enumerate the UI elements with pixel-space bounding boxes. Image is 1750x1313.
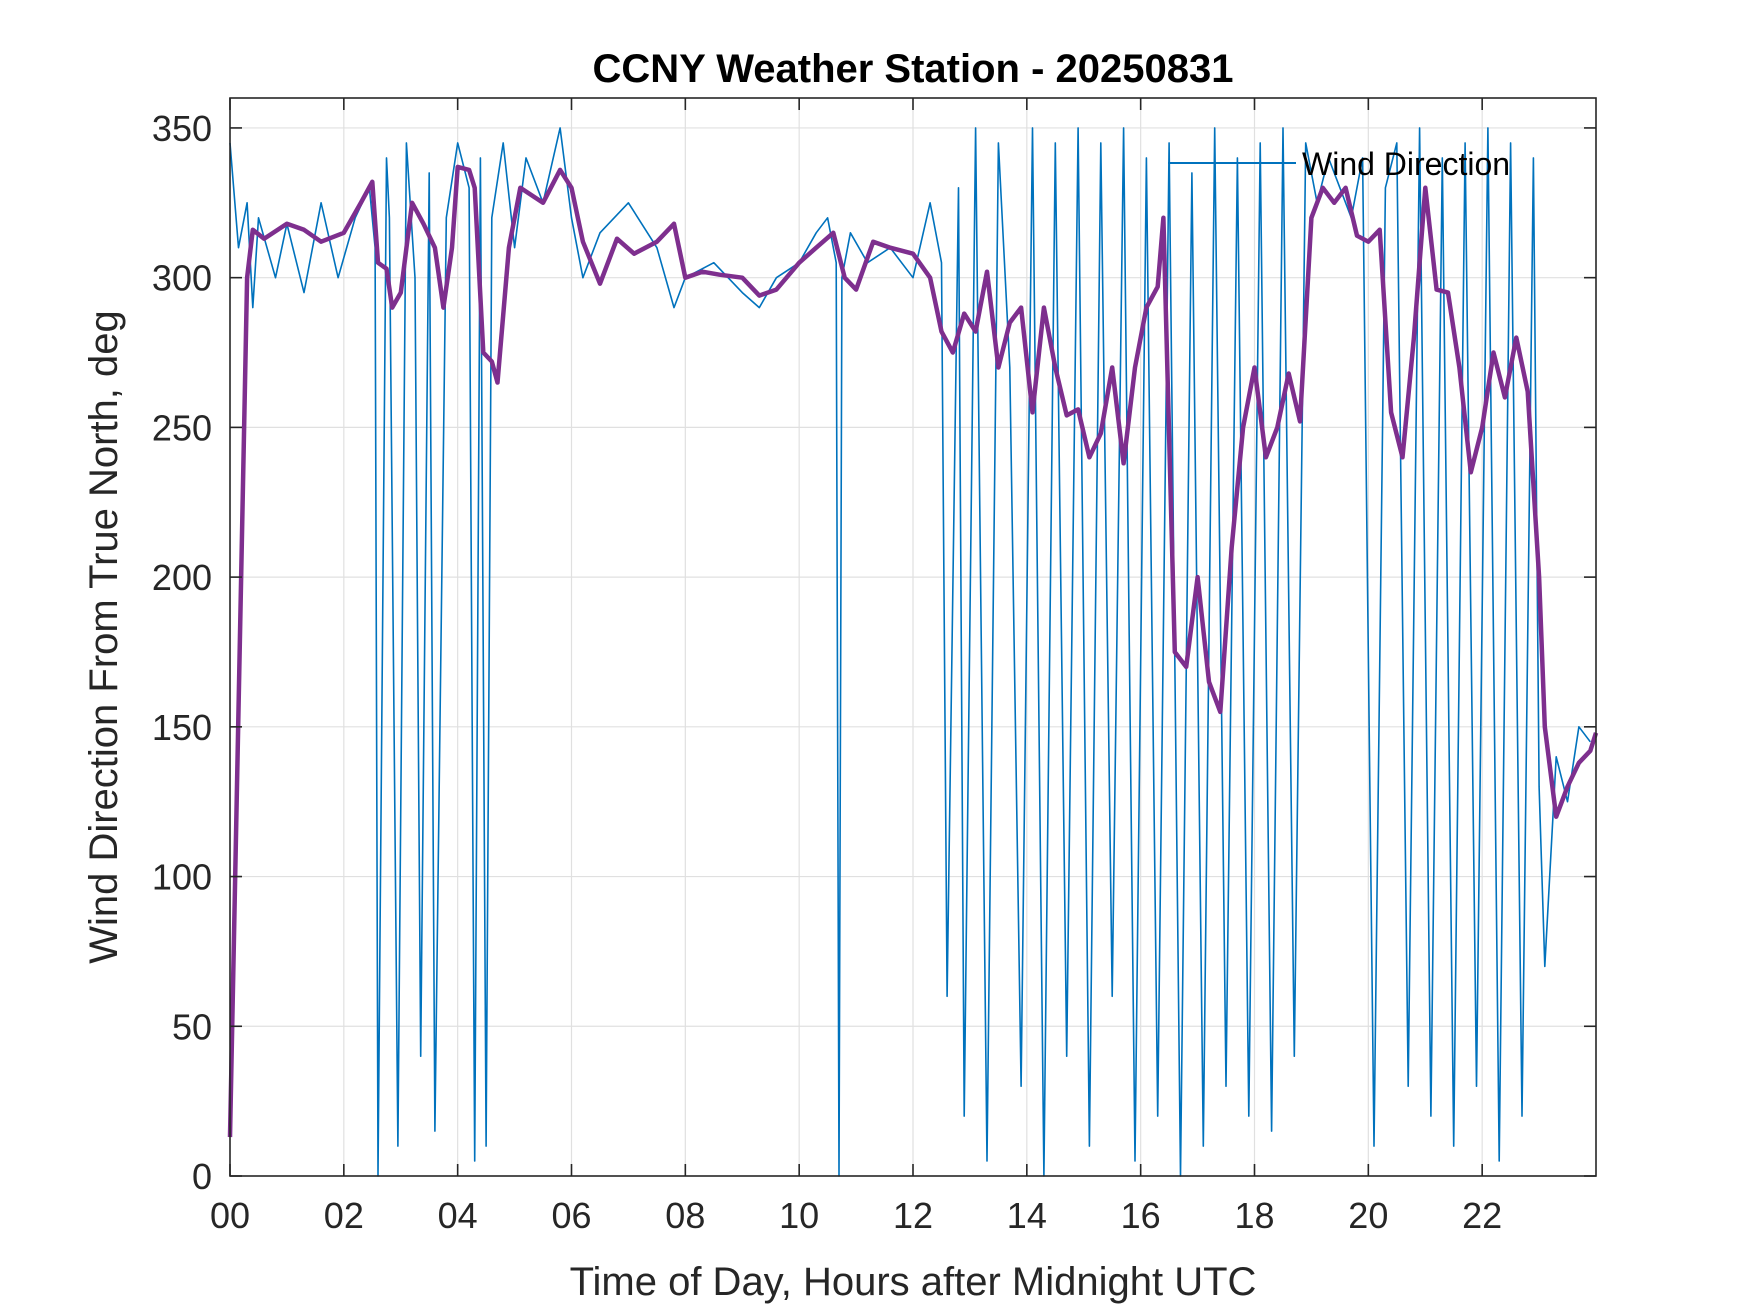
chart-title: CCNY Weather Station - 20250831: [593, 47, 1234, 91]
legend-label-wind-direction: Wind Direction: [1302, 146, 1510, 182]
x-tick-label: 04: [438, 1195, 478, 1236]
y-tick-label: 100: [152, 857, 212, 898]
x-tick-label: 20: [1348, 1195, 1388, 1236]
y-tick-label: 300: [152, 258, 212, 299]
y-tick-label: 50: [172, 1006, 212, 1047]
y-tick-label: 150: [152, 707, 212, 748]
legend: Wind Direction: [1168, 146, 1510, 182]
series-line-running-mean: [227, 164, 1599, 1138]
x-tick-label: 02: [324, 1195, 364, 1236]
x-tick-label: 14: [1007, 1195, 1047, 1236]
x-tick-label: 00: [210, 1195, 250, 1236]
series-line-wind-direction: [229, 127, 1591, 1177]
x-tick-label: 06: [551, 1195, 591, 1236]
x-tick-label: 22: [1462, 1195, 1502, 1236]
y-axis-label: Wind Direction From True North, deg: [82, 310, 126, 964]
ticks: 00 02 04 06 08 10 12 14 16 18 20 22 0 50 100 150 200 250 3…: [152, 98, 1596, 1236]
series-layer: [227, 127, 1599, 1177]
x-tick-label: 08: [665, 1195, 705, 1236]
x-tick-label: 10: [779, 1195, 819, 1236]
y-tick-label: 350: [152, 108, 212, 149]
x-axis-label: Time of Day, Hours after Midnight UTC: [570, 1260, 1257, 1304]
y-tick-label: 200: [152, 557, 212, 598]
x-tick-label: 16: [1121, 1195, 1161, 1236]
x-tick-label: 18: [1234, 1195, 1274, 1236]
x-tick-label: 12: [893, 1195, 933, 1236]
y-tick-label: 0: [192, 1156, 212, 1197]
y-tick-label: 250: [152, 407, 212, 448]
